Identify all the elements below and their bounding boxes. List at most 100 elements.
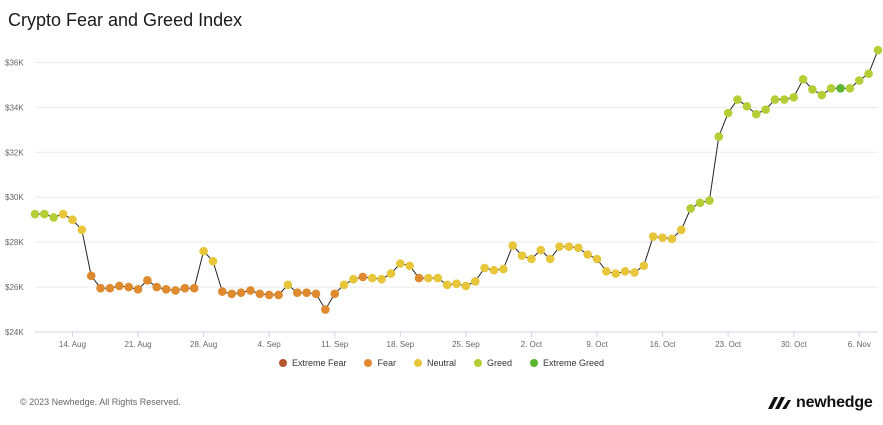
data-point[interactable] (630, 268, 639, 277)
data-point[interactable] (761, 105, 770, 114)
data-point[interactable] (864, 69, 873, 78)
data-point[interactable] (77, 225, 87, 235)
data-point[interactable] (854, 76, 864, 85)
data-point[interactable] (292, 288, 302, 297)
data-point[interactable] (780, 95, 789, 104)
data-point[interactable] (686, 204, 695, 213)
data-point[interactable] (218, 287, 227, 296)
data-point[interactable] (583, 250, 592, 259)
data-point[interactable] (442, 280, 452, 290)
data-point[interactable] (152, 282, 162, 292)
data-point[interactable] (414, 273, 424, 283)
legend-item[interactable]: Extreme Greed (530, 358, 604, 368)
data-point[interactable] (611, 269, 621, 278)
legend-item[interactable]: Fear (364, 358, 396, 368)
data-point[interactable] (424, 273, 433, 283)
data-point[interactable] (695, 198, 705, 208)
data-point[interactable] (723, 108, 733, 118)
data-point[interactable] (208, 256, 218, 266)
data-point[interactable] (826, 83, 836, 93)
data-point[interactable] (648, 232, 658, 241)
data-point[interactable] (667, 234, 677, 244)
data-point[interactable] (817, 90, 827, 100)
data-point[interactable] (115, 281, 124, 291)
data-point[interactable] (658, 233, 667, 242)
data-point[interactable] (171, 286, 180, 295)
data-point[interactable] (489, 265, 499, 275)
data-point[interactable] (733, 95, 742, 104)
data-point[interactable] (358, 272, 368, 282)
data-point[interactable] (49, 213, 59, 222)
data-point[interactable] (751, 109, 761, 119)
data-point[interactable] (339, 280, 349, 290)
legend-item[interactable]: Greed (474, 358, 512, 368)
data-point[interactable] (40, 209, 49, 219)
data-point[interactable] (227, 289, 236, 299)
data-point[interactable] (564, 242, 574, 251)
data-point[interactable] (377, 274, 386, 284)
data-point[interactable] (845, 83, 855, 93)
data-point[interactable] (283, 280, 293, 290)
data-point[interactable] (536, 245, 546, 255)
x-tick-label: 28. Aug (190, 340, 217, 349)
data-point[interactable] (68, 215, 77, 224)
data-point[interactable] (311, 289, 321, 299)
data-point[interactable] (461, 281, 471, 291)
data-point[interactable] (592, 254, 602, 264)
data-point[interactable] (433, 273, 443, 283)
gridlines (35, 61, 878, 288)
data-point[interactable] (545, 254, 555, 264)
data-point[interactable] (602, 267, 611, 276)
data-point[interactable] (274, 290, 283, 300)
data-point[interactable] (573, 243, 583, 253)
data-point[interactable] (124, 282, 133, 292)
data-point[interactable] (470, 277, 480, 286)
data-point[interactable] (639, 261, 649, 271)
data-point[interactable] (302, 288, 311, 297)
data-point[interactable] (798, 75, 808, 84)
newhedge-logo-icon (768, 397, 791, 409)
data-point[interactable] (396, 259, 405, 268)
data-point[interactable] (555, 242, 564, 251)
data-point[interactable] (789, 92, 798, 102)
data-point[interactable] (349, 274, 358, 284)
data-point[interactable] (808, 85, 817, 94)
data-point[interactable] (143, 276, 152, 285)
data-point[interactable] (58, 209, 68, 219)
data-point[interactable] (714, 132, 724, 141)
data-point[interactable] (517, 251, 527, 260)
data-point[interactable] (405, 261, 414, 271)
data-point[interactable] (677, 225, 686, 235)
data-point[interactable] (770, 95, 780, 104)
data-point[interactable] (508, 241, 517, 250)
data-point[interactable] (330, 289, 340, 299)
data-point[interactable] (189, 283, 199, 293)
data-point[interactable] (255, 289, 265, 299)
data-point[interactable] (480, 263, 489, 273)
legend-item[interactable]: Extreme Fear (278, 358, 347, 368)
data-point[interactable] (499, 264, 508, 274)
data-point[interactable] (133, 285, 143, 294)
data-point[interactable] (30, 209, 40, 219)
data-point[interactable] (86, 271, 96, 281)
data-point[interactable] (199, 246, 208, 256)
legend-item[interactable]: Neutral (413, 358, 456, 368)
data-point[interactable] (161, 285, 171, 294)
data-point[interactable] (236, 288, 246, 297)
data-point[interactable] (873, 45, 883, 55)
data-point[interactable] (246, 286, 255, 295)
data-point[interactable] (452, 279, 461, 289)
data-point[interactable] (264, 290, 274, 300)
data-point[interactable] (836, 83, 845, 93)
data-point[interactable] (105, 283, 115, 293)
data-point[interactable] (620, 267, 630, 276)
data-point[interactable] (705, 196, 714, 205)
data-point[interactable] (180, 283, 190, 293)
legend-label: Extreme Fear (291, 358, 347, 368)
data-point[interactable] (321, 305, 330, 314)
data-point[interactable] (386, 269, 396, 278)
data-point[interactable] (96, 283, 105, 293)
data-point[interactable] (742, 101, 752, 111)
data-point[interactable] (527, 254, 536, 264)
data-point[interactable] (367, 273, 377, 283)
